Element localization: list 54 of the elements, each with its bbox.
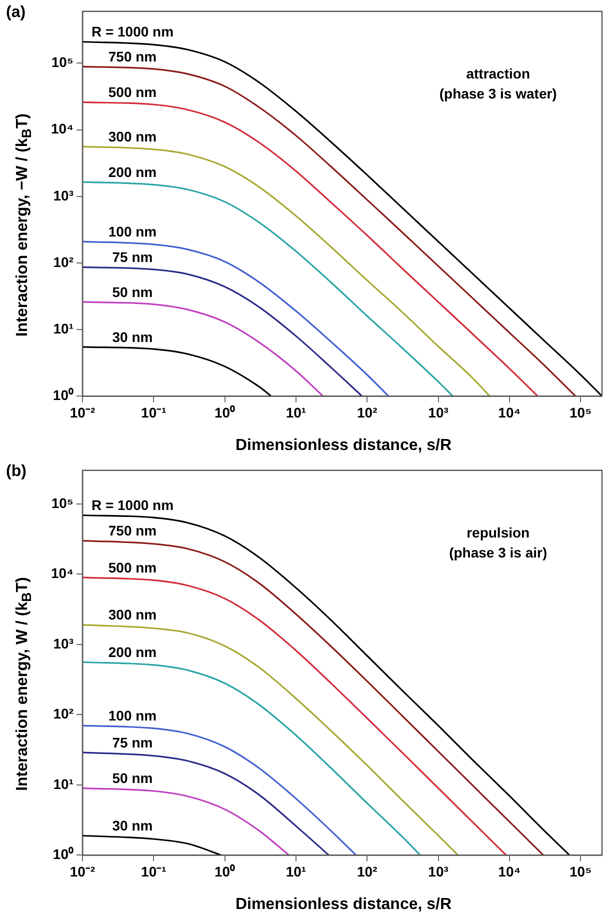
series-label: 75 nm (112, 248, 153, 265)
annotation: repulsion (466, 524, 530, 540)
series-label: 75 nm (112, 734, 153, 750)
series-label: 500 nm (108, 84, 157, 100)
x-tick-label: 10¹ (286, 404, 306, 420)
x-tick-label: 10³ (428, 404, 449, 420)
series-label: 300 nm (108, 128, 157, 144)
x-tick-label: 10⁴ (498, 404, 521, 420)
series-label: 30 nm (112, 328, 153, 345)
series-label: 50 nm (112, 770, 153, 786)
series-label: 100 nm (108, 707, 157, 724)
x-axis-title: Dimensionless distance, s/R (234, 896, 453, 914)
x-tick-label: 10⁵ (570, 404, 592, 420)
x-tick-label: 10⁻² (70, 404, 96, 420)
x-tick-label: 10⁻¹ (141, 863, 167, 880)
series-label: 300 nm (108, 606, 157, 623)
y-tick-label: 10² (53, 254, 74, 270)
x-tick-label: 10³ (428, 863, 449, 880)
x-axis-title: Dimensionless distance, s/R (234, 437, 453, 455)
series-label: 50 nm (112, 284, 153, 300)
series-label: 200 nm (108, 644, 157, 660)
annotation: attraction (466, 65, 530, 82)
annotation: (phase 3 is water) (439, 85, 557, 102)
x-tick-label: 10⁻² (70, 863, 96, 880)
y-tick-label: 10⁵ (51, 54, 74, 70)
y-tick-label: 10¹ (53, 320, 74, 336)
x-tick-label: 10² (357, 863, 378, 880)
y-tick-label: 10⁰ (52, 387, 74, 404)
x-tick-label: 10⁴ (498, 863, 521, 880)
x-tick-label: 10⁵ (570, 863, 592, 880)
series-label: 750 nm (108, 48, 157, 64)
series-label: 30 nm (112, 817, 153, 834)
x-tick-label: 10⁰ (214, 863, 236, 880)
chart-title: (a) (6, 4, 26, 22)
x-tick-label: 10⁰ (214, 404, 236, 420)
y-tick-label: 10³ (53, 187, 74, 204)
y-tick-label: 10⁵ (51, 494, 74, 511)
series-label: R = 1000 nm (91, 24, 174, 40)
series-label: 500 nm (108, 559, 157, 576)
x-tick-label: 10² (357, 404, 378, 420)
y-tick-label: 10³ (53, 635, 74, 652)
annotation: (phase 3 is air) (449, 544, 548, 560)
y-tick-label: 10⁴ (50, 120, 74, 137)
x-tick-label: 10¹ (286, 863, 306, 880)
y-tick-label: 10² (53, 706, 74, 722)
y-tick-label: 10⁰ (52, 846, 74, 862)
series-label: 100 nm (108, 223, 157, 240)
series-label: 750 nm (108, 522, 157, 539)
x-tick-label: 10⁻¹ (141, 404, 167, 420)
series-label: 200 nm (108, 164, 157, 180)
chart-title: (b) (6, 463, 26, 481)
y-tick-label: 10¹ (53, 776, 74, 792)
series-label: R = 1000 nm (91, 497, 174, 514)
y-tick-label: 10⁴ (50, 565, 74, 582)
